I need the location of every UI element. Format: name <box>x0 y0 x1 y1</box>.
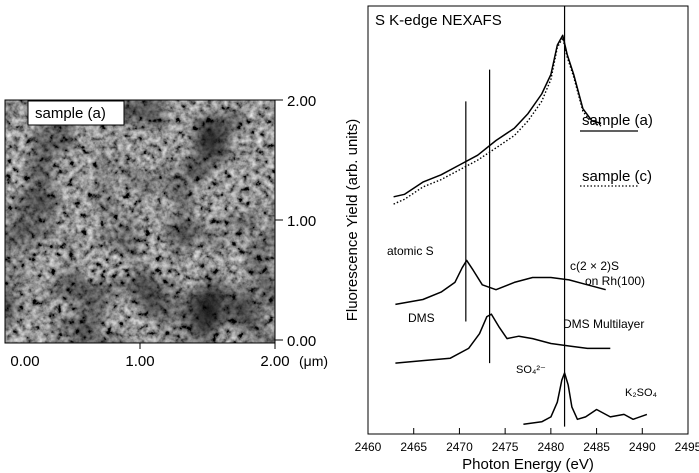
afm-legend-label: sample (a) <box>35 105 106 122</box>
annotation-atomic-s: atomic S <box>387 244 434 258</box>
nexafs-title: S K-edge NEXAFS <box>375 12 502 29</box>
nexafs-y-label: Fluorescence Yield (arb. units) <box>344 119 361 322</box>
x-tick-label-5: 2485 <box>583 440 610 454</box>
nexafs-series-group <box>393 34 648 425</box>
afm-y-tick-2: 2.00 <box>287 93 316 110</box>
afm-image-shadows <box>5 100 275 343</box>
afm-panel: sample (a) 0.00 1.00 2.00 (μm) 2.00 1.00… <box>4 93 328 370</box>
afm-y-axis <box>275 99 283 341</box>
nexafs-reference-lines <box>465 6 566 427</box>
series-line-3 <box>395 313 611 364</box>
afm-legend-box: sample (a) <box>27 100 125 126</box>
x-tick-label-3: 2475 <box>492 440 519 454</box>
annotation-so4: SO₄²⁻ <box>516 364 546 376</box>
nexafs-x-label: Photon Energy (eV) <box>462 456 594 473</box>
afm-x-tick-2: 2.00 <box>260 353 289 370</box>
x-tick-label-4: 2480 <box>538 440 565 454</box>
annotation-c2x2-line2: on Rh(100) <box>585 274 645 288</box>
nexafs-plot-frame <box>367 5 689 435</box>
series-line-4 <box>523 372 648 425</box>
nexafs-x-axis: 2460 2465 2470 2475 2480 2485 2490 2495 <box>355 428 699 454</box>
x-tick-label-2: 2470 <box>446 440 473 454</box>
afm-x-unit: (μm) <box>299 353 328 369</box>
nexafs-panel: S K-edge NEXAFS Fluorescence Yield (arb.… <box>344 5 699 473</box>
afm-y-tick-0: 0.00 <box>287 333 316 350</box>
afm-x-tick-1: 1.00 <box>125 353 154 370</box>
annotation-c2x2-line1: c(2 × 2)S <box>570 259 619 273</box>
legend-sample-a-label: sample (a) <box>582 112 653 129</box>
annotation-k2so4: K₂SO₄ <box>625 387 658 399</box>
afm-y-tick-1: 1.00 <box>287 213 316 230</box>
x-tick-label-7: 2495 <box>675 440 699 454</box>
x-tick-label-6: 2490 <box>629 440 656 454</box>
afm-x-tick-0: 0.00 <box>10 353 39 370</box>
series-line-2 <box>395 259 606 306</box>
annotation-dms: DMS <box>408 311 435 325</box>
x-tick-label-1: 2465 <box>400 440 427 454</box>
series-line-0 <box>393 34 602 198</box>
series-line-1 <box>393 37 602 205</box>
x-tick-label-0: 2460 <box>355 440 382 454</box>
afm-x-axis <box>139 343 276 349</box>
annotation-dms-multilayer: DMS Multilayer <box>563 317 644 331</box>
legend-sample-c-label: sample (c) <box>582 168 652 185</box>
